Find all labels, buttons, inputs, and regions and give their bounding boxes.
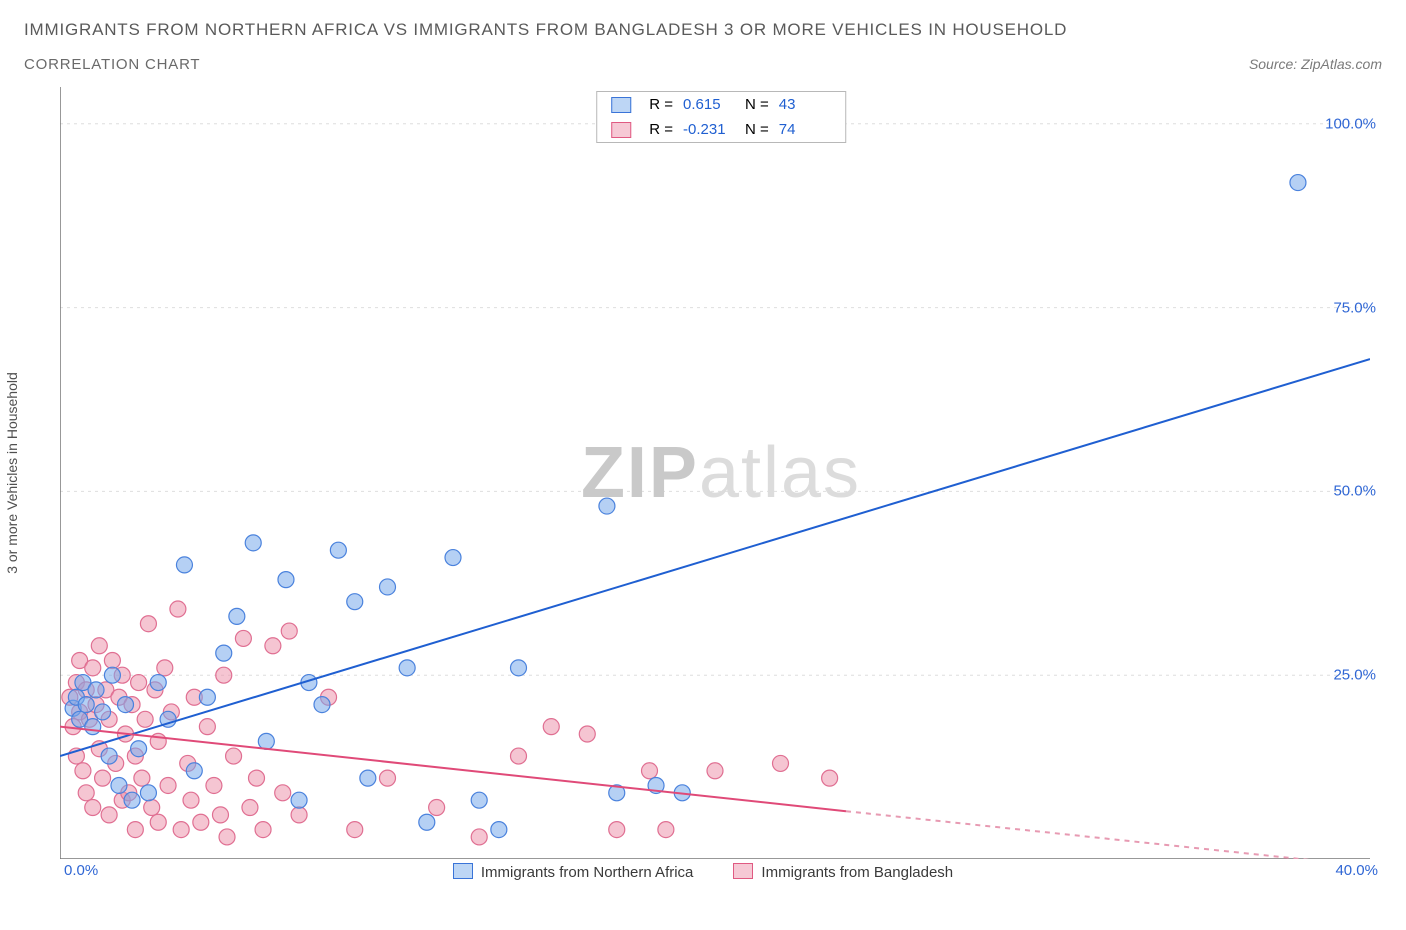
source-name: ZipAtlas.com — [1301, 56, 1382, 72]
legend-swatch-a — [611, 97, 631, 113]
stats-legend: R = 0.615 N = 43 R = -0.231 N = 74 — [596, 91, 846, 143]
stats-legend-row-a: R = 0.615 N = 43 — [597, 92, 845, 117]
series-legend: Immigrants from Northern Africa Immigran… — [0, 863, 1406, 881]
source-attribution: Source: ZipAtlas.com — [1249, 56, 1382, 72]
n-value-b: 74 — [779, 121, 831, 138]
r-label: R = — [649, 96, 673, 113]
r-label: R = — [649, 121, 673, 138]
y-tick-label: 100.0% — [1325, 115, 1376, 132]
y-tick-label: 50.0% — [1333, 483, 1376, 500]
n-label: N = — [745, 96, 769, 113]
legend-swatch-a — [453, 863, 473, 879]
n-label: N = — [745, 121, 769, 138]
legend-label-b: Immigrants from Bangladesh — [761, 864, 953, 881]
chart-container: 3 or more Vehicles in Household ZIPatlas… — [60, 87, 1382, 859]
r-value-a: 0.615 — [683, 96, 735, 113]
r-value-b: -0.231 — [683, 121, 735, 138]
stats-legend-row-b: R = -0.231 N = 74 — [597, 117, 845, 142]
legend-item-a: Immigrants from Northern Africa — [453, 863, 694, 881]
page-title: IMMIGRANTS FROM NORTHERN AFRICA VS IMMIG… — [24, 20, 1382, 40]
n-value-a: 43 — [779, 96, 831, 113]
y-tick-label: 75.0% — [1333, 299, 1376, 316]
y-tick-label: 25.0% — [1333, 667, 1376, 684]
legend-swatch-b — [611, 122, 631, 138]
x-axis-min-label: 0.0% — [64, 862, 98, 879]
page-subtitle: CORRELATION CHART — [24, 56, 200, 73]
x-axis-max-label: 40.0% — [1335, 862, 1378, 879]
legend-label-a: Immigrants from Northern Africa — [481, 864, 694, 881]
scatter-chart — [60, 87, 1370, 859]
y-axis-title: 3 or more Vehicles in Household — [4, 372, 20, 574]
source-prefix: Source: — [1249, 56, 1301, 72]
legend-item-b: Immigrants from Bangladesh — [733, 863, 953, 881]
legend-swatch-b — [733, 863, 753, 879]
